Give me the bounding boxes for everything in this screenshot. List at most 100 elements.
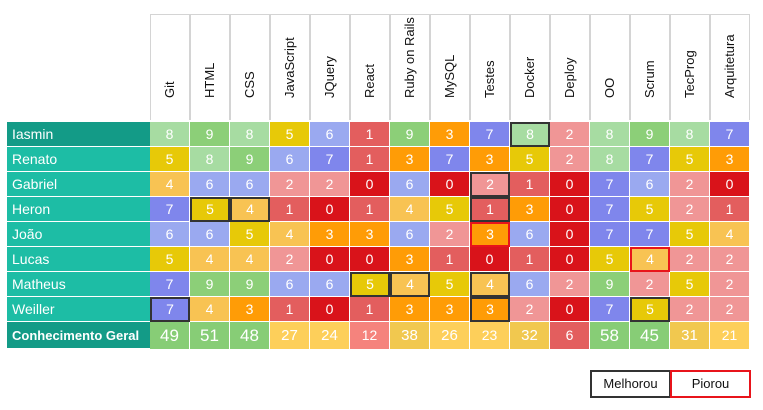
score-cell-matheus-mysql: 5 — [430, 272, 470, 297]
score-cell-gabriel-testes: 2 — [470, 172, 510, 197]
score-cell-iasmin-jquery: 6 — [310, 122, 350, 147]
score-cell-gabriel-git: 4 — [150, 172, 190, 197]
total-cell-scrum: 45 — [630, 322, 670, 349]
score-cell-iasmin-arquitetura: 7 — [710, 122, 750, 147]
score-cell-gabriel-deploy: 0 — [550, 172, 590, 197]
score-cell-joao-javascript: 4 — [270, 222, 310, 247]
score-cell-renato-react: 1 — [350, 147, 390, 172]
row-name-matheus: Matheus — [7, 272, 150, 297]
total-row-label: Conhecimento Geral — [7, 322, 150, 349]
score-cell-gabriel-javascript: 2 — [270, 172, 310, 197]
score-cell-matheus-jquery: 6 — [310, 272, 350, 297]
score-cell-joao-testes: 3 — [470, 222, 510, 247]
score-cell-matheus-javascript: 6 — [270, 272, 310, 297]
score-cell-renato-html: 8 — [190, 147, 230, 172]
total-cell-javascript: 27 — [270, 322, 310, 349]
score-cell-matheus-arquitetura: 2 — [710, 272, 750, 297]
score-cell-joao-mysql: 2 — [430, 222, 470, 247]
score-cell-renato-deploy: 2 — [550, 147, 590, 172]
total-cell-ruby-on-rails: 38 — [390, 322, 430, 349]
row-name-joao: João — [7, 222, 150, 247]
column-header-label: Deploy — [562, 57, 577, 98]
total-cell-mysql: 26 — [430, 322, 470, 349]
total-cell-deploy: 6 — [550, 322, 590, 349]
score-cell-iasmin-html: 9 — [190, 122, 230, 147]
total-cell-testes: 23 — [470, 322, 510, 349]
score-cell-weiller-testes: 3 — [470, 297, 510, 322]
score-cell-gabriel-mysql: 0 — [430, 172, 470, 197]
score-cell-weiller-css: 3 — [230, 297, 270, 322]
score-cell-joao-docker: 6 — [510, 222, 550, 247]
score-cell-renato-mysql: 7 — [430, 147, 470, 172]
score-cell-weiller-deploy: 0 — [550, 297, 590, 322]
score-cell-heron-testes: 1 — [470, 197, 510, 222]
score-cell-iasmin-ruby-on-rails: 9 — [390, 122, 430, 147]
score-cell-iasmin-css: 8 — [230, 122, 270, 147]
column-header-label: Arquitetura — [722, 34, 737, 98]
column-header-label: Git — [162, 81, 177, 98]
score-cell-lucas-mysql: 1 — [430, 247, 470, 272]
score-cell-matheus-html: 9 — [190, 272, 230, 297]
score-cell-matheus-ruby-on-rails: 4 — [390, 272, 430, 297]
score-cell-iasmin-javascript: 5 — [270, 122, 310, 147]
score-cell-joao-deploy: 0 — [550, 222, 590, 247]
score-cell-lucas-jquery: 0 — [310, 247, 350, 272]
column-header-label: Docker — [522, 56, 537, 98]
score-cell-heron-scrum: 5 — [630, 197, 670, 222]
total-cell-html: 51 — [190, 322, 230, 349]
score-cell-heron-html: 5 — [190, 197, 230, 222]
score-cell-heron-javascript: 1 — [270, 197, 310, 222]
score-cell-renato-jquery: 7 — [310, 147, 350, 172]
column-header-javascript: JavaScript — [270, 14, 310, 120]
score-cell-lucas-ruby-on-rails: 3 — [390, 247, 430, 272]
skills-matrix: Git HTML CSS JavaScript JQuery React Ruby on R… — [7, 14, 750, 349]
column-header-label: JavaScript — [282, 37, 297, 98]
legend-improved: Melhorou — [590, 370, 671, 398]
score-cell-matheus-react: 5 — [350, 272, 390, 297]
score-cell-joao-css: 5 — [230, 222, 270, 247]
score-cell-lucas-react: 0 — [350, 247, 390, 272]
column-header-label: React — [362, 64, 377, 98]
score-cell-matheus-scrum: 2 — [630, 272, 670, 297]
score-cell-weiller-mysql: 3 — [430, 297, 470, 322]
score-cell-heron-deploy: 0 — [550, 197, 590, 222]
total-cell-jquery: 24 — [310, 322, 350, 349]
column-header-jquery: JQuery — [310, 14, 350, 120]
score-cell-joao-ruby-on-rails: 6 — [390, 222, 430, 247]
score-cell-gabriel-css: 6 — [230, 172, 270, 197]
score-cell-heron-jquery: 0 — [310, 197, 350, 222]
total-cell-docker: 32 — [510, 322, 550, 349]
total-cell-oo: 58 — [590, 322, 630, 349]
score-cell-lucas-scrum: 4 — [630, 247, 670, 272]
column-header-git: Git — [150, 14, 190, 120]
score-cell-iasmin-docker: 8 — [510, 122, 550, 147]
score-cell-iasmin-scrum: 9 — [630, 122, 670, 147]
score-cell-renato-tecprog: 5 — [670, 147, 710, 172]
score-cell-weiller-ruby-on-rails: 3 — [390, 297, 430, 322]
score-cell-joao-git: 6 — [150, 222, 190, 247]
score-cell-weiller-arquitetura: 2 — [710, 297, 750, 322]
score-cell-lucas-git: 5 — [150, 247, 190, 272]
column-header-label: MySQL — [442, 54, 457, 98]
row-name-heron: Heron — [7, 197, 150, 222]
score-cell-weiller-tecprog: 2 — [670, 297, 710, 322]
score-cell-gabriel-docker: 1 — [510, 172, 550, 197]
score-cell-weiller-docker: 2 — [510, 297, 550, 322]
score-cell-lucas-html: 4 — [190, 247, 230, 272]
score-cell-matheus-testes: 4 — [470, 272, 510, 297]
score-cell-renato-arquitetura: 3 — [710, 147, 750, 172]
score-cell-weiller-html: 4 — [190, 297, 230, 322]
score-cell-renato-ruby-on-rails: 3 — [390, 147, 430, 172]
score-cell-matheus-oo: 9 — [590, 272, 630, 297]
score-cell-iasmin-tecprog: 8 — [670, 122, 710, 147]
score-cell-weiller-jquery: 0 — [310, 297, 350, 322]
score-cell-lucas-javascript: 2 — [270, 247, 310, 272]
score-cell-weiller-scrum: 5 — [630, 297, 670, 322]
column-header-oo: OO — [590, 14, 630, 120]
score-cell-heron-mysql: 5 — [430, 197, 470, 222]
score-cell-iasmin-react: 1 — [350, 122, 390, 147]
score-cell-renato-testes: 3 — [470, 147, 510, 172]
score-cell-iasmin-testes: 7 — [470, 122, 510, 147]
score-cell-joao-html: 6 — [190, 222, 230, 247]
score-cell-gabriel-arquitetura: 0 — [710, 172, 750, 197]
